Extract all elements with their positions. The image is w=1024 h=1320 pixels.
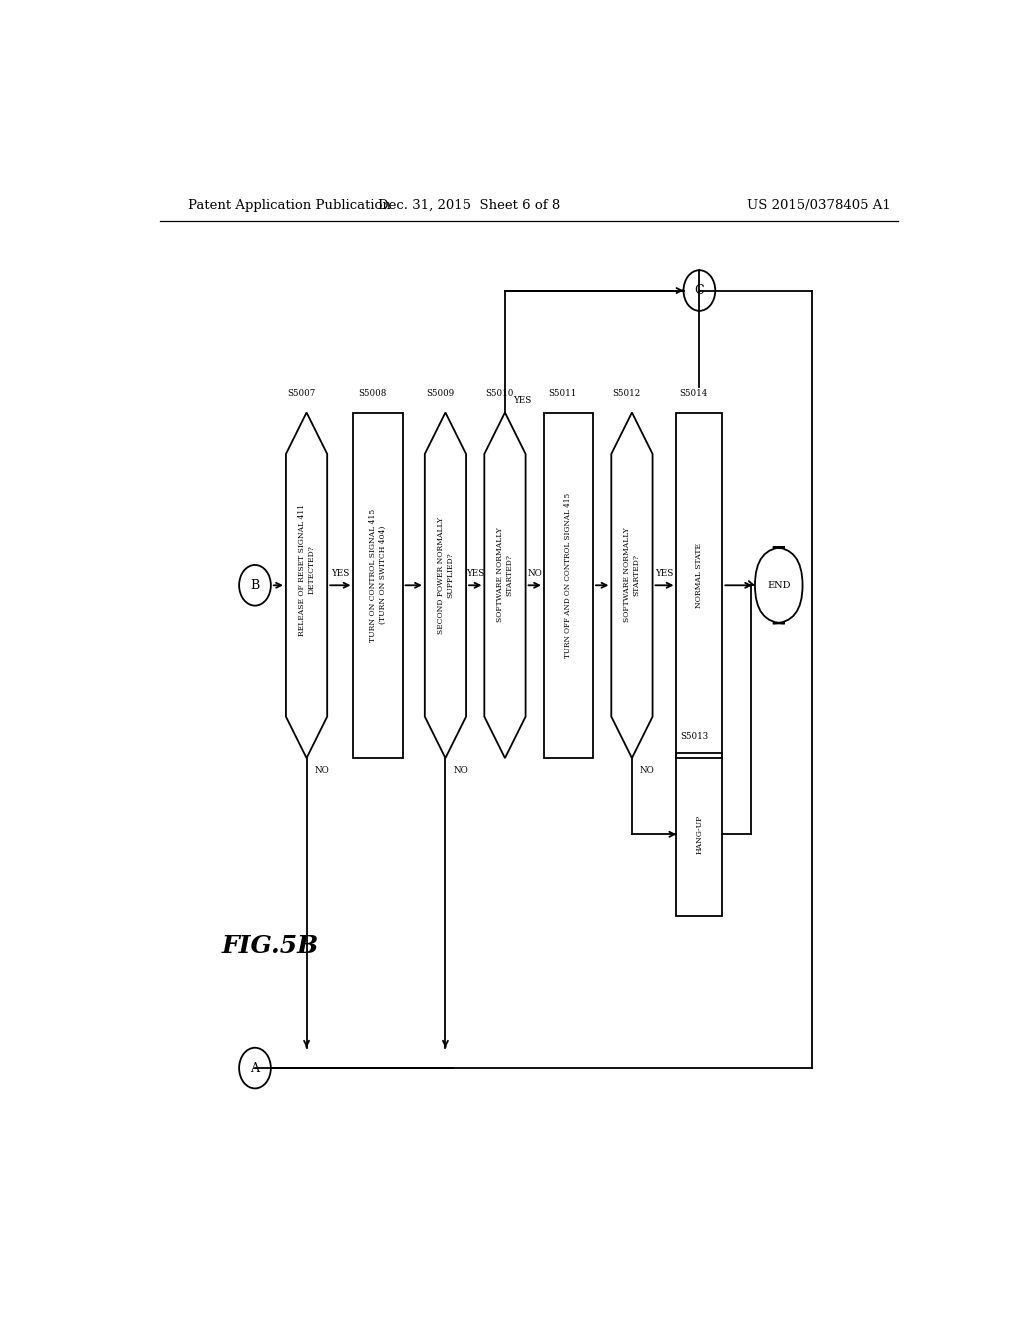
Text: YES: YES [655,569,674,578]
Text: S5014: S5014 [680,389,708,399]
Text: S5013: S5013 [680,731,708,741]
Text: S5008: S5008 [358,389,387,399]
Text: US 2015/0378405 A1: US 2015/0378405 A1 [746,198,890,211]
Text: S5012: S5012 [612,389,640,399]
Text: Dec. 31, 2015  Sheet 6 of 8: Dec. 31, 2015 Sheet 6 of 8 [378,198,560,211]
Text: HANG-UP: HANG-UP [695,814,703,854]
Text: S5009: S5009 [426,389,454,399]
Bar [353,413,402,758]
Text: YES: YES [331,569,349,578]
Bar [677,413,722,758]
Text: Patent Application Publication: Patent Application Publication [187,198,390,211]
Text: SOFTWARE NORMALLY
STARTED?: SOFTWARE NORMALLY STARTED? [624,528,641,623]
Text: NO: NO [314,766,330,775]
Text: A: A [251,1061,259,1074]
Text: TURN ON CONTROL SIGNAL 415
(TURN ON SWITCH 404): TURN ON CONTROL SIGNAL 415 (TURN ON SWIT… [370,508,387,642]
Text: RELEASE OF RESET SIGNAL 411
DETECTED?: RELEASE OF RESET SIGNAL 411 DETECTED? [298,504,315,636]
Text: YES: YES [513,396,531,405]
Text: S5007: S5007 [287,389,315,399]
Text: TURN OFF AND ON CONTROL SIGNAL 415: TURN OFF AND ON CONTROL SIGNAL 415 [564,492,572,657]
Text: FIG.5B: FIG.5B [221,935,318,958]
Text: NO: NO [454,766,468,775]
Text: B: B [250,578,260,591]
Text: NORMAL STATE: NORMAL STATE [695,543,703,607]
Text: S5010: S5010 [485,389,514,399]
Bar [544,413,593,758]
Text: SOFTWARE NORMALLY
STARTED?: SOFTWARE NORMALLY STARTED? [497,528,514,623]
Text: SECOND POWER NORMALLY
SUPPLIED?: SECOND POWER NORMALLY SUPPLIED? [437,516,454,634]
Text: NO: NO [527,569,542,578]
Text: YES: YES [466,569,484,578]
Bar [677,752,722,916]
Text: S5011: S5011 [549,389,578,399]
Text: C: C [694,284,705,297]
Text: END: END [767,581,791,590]
Text: NO: NO [640,766,654,775]
